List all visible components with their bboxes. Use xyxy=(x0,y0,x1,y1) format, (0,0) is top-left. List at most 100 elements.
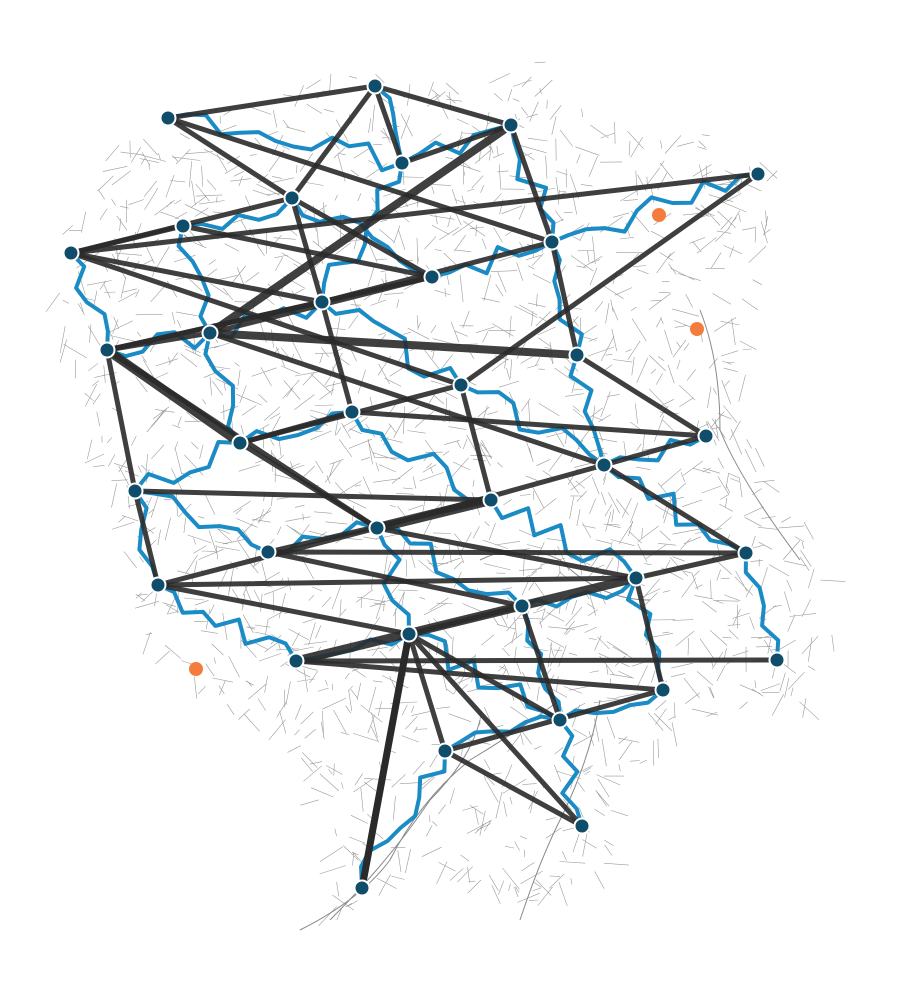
network-link xyxy=(289,195,435,280)
network-node[interactable] xyxy=(368,519,386,537)
route-line xyxy=(133,489,270,554)
network-link xyxy=(68,223,186,256)
route-line xyxy=(133,440,242,493)
network-link xyxy=(549,239,580,358)
network-link xyxy=(508,122,555,245)
network-node[interactable] xyxy=(513,597,531,615)
network-link xyxy=(165,115,295,201)
network-node[interactable] xyxy=(287,652,305,670)
network-link xyxy=(68,171,761,256)
network-link xyxy=(519,603,563,723)
network-link xyxy=(237,409,355,446)
route-line xyxy=(350,410,493,503)
network-node[interactable] xyxy=(737,544,755,562)
network-link xyxy=(601,462,749,556)
network-link xyxy=(358,630,413,892)
network-node[interactable] xyxy=(400,625,418,643)
route-line xyxy=(430,240,554,279)
route-line xyxy=(550,240,584,357)
network-link xyxy=(237,440,380,531)
network-node[interactable] xyxy=(62,244,80,262)
network-node[interactable] xyxy=(436,742,454,760)
network-node[interactable] xyxy=(159,109,177,127)
network-link xyxy=(633,575,666,693)
network-link xyxy=(349,409,709,439)
network-link xyxy=(399,122,514,166)
network-node[interactable] xyxy=(551,711,569,729)
network-link xyxy=(293,658,666,693)
network-node[interactable] xyxy=(768,651,786,669)
network-node[interactable] xyxy=(98,341,116,359)
network-link xyxy=(372,83,514,128)
poi-marker[interactable] xyxy=(690,322,704,336)
network-node[interactable] xyxy=(452,376,470,394)
network-node[interactable] xyxy=(393,154,411,172)
route-line xyxy=(489,498,638,580)
network-node[interactable] xyxy=(353,879,371,897)
route-line xyxy=(238,410,354,445)
route-line xyxy=(558,718,584,828)
network-link xyxy=(458,382,494,503)
poi-marker[interactable] xyxy=(652,208,666,222)
route-line xyxy=(602,434,708,467)
network-link xyxy=(406,603,525,637)
network-link xyxy=(319,299,355,415)
network-link xyxy=(265,549,525,609)
route-line xyxy=(558,688,665,722)
network-links xyxy=(68,83,780,892)
network-link xyxy=(265,549,749,556)
network-link xyxy=(132,488,161,588)
route-line xyxy=(568,353,606,467)
network-link xyxy=(165,115,555,245)
network-link xyxy=(289,83,378,201)
network-link xyxy=(155,575,639,588)
route-line xyxy=(69,251,110,352)
route-lines xyxy=(69,84,781,890)
network-node[interactable] xyxy=(366,77,384,95)
network-node[interactable] xyxy=(749,165,767,183)
network-node[interactable] xyxy=(543,233,561,251)
network-link xyxy=(155,582,412,637)
network-node[interactable] xyxy=(313,293,331,311)
network-node[interactable] xyxy=(573,817,591,835)
network-node[interactable] xyxy=(502,116,520,134)
poi-markers xyxy=(189,208,704,676)
network-link xyxy=(574,352,709,439)
network-link xyxy=(293,657,780,664)
poi-marker[interactable] xyxy=(189,662,203,676)
network-node[interactable] xyxy=(231,434,249,452)
route-line xyxy=(156,583,298,663)
network-node[interactable] xyxy=(201,324,219,342)
network-link xyxy=(406,631,448,754)
network-node[interactable] xyxy=(126,482,144,500)
network-node[interactable] xyxy=(174,217,192,235)
route-line xyxy=(320,300,463,387)
network-link xyxy=(104,330,213,353)
route-line xyxy=(443,714,562,753)
route-line xyxy=(407,632,562,722)
network-node[interactable] xyxy=(259,543,277,561)
route-line xyxy=(166,112,404,173)
network-node[interactable] xyxy=(482,491,500,509)
network-node[interactable] xyxy=(149,576,167,594)
network-node[interactable] xyxy=(627,569,645,587)
network-node[interactable] xyxy=(423,268,441,286)
network-link xyxy=(68,250,464,388)
network-link xyxy=(372,83,405,166)
major-road xyxy=(699,309,801,561)
route-line xyxy=(320,161,404,304)
network-node[interactable] xyxy=(697,427,715,445)
network-link xyxy=(132,488,494,503)
network-node[interactable] xyxy=(283,189,301,207)
network-link xyxy=(633,550,749,581)
network-link xyxy=(68,250,325,305)
network-node[interactable] xyxy=(595,456,613,474)
network-link xyxy=(206,329,581,359)
network-link xyxy=(104,347,138,494)
network-node[interactable] xyxy=(654,681,672,699)
network-node[interactable] xyxy=(343,403,361,421)
route-line xyxy=(181,196,294,231)
network-node[interactable] xyxy=(568,346,586,364)
